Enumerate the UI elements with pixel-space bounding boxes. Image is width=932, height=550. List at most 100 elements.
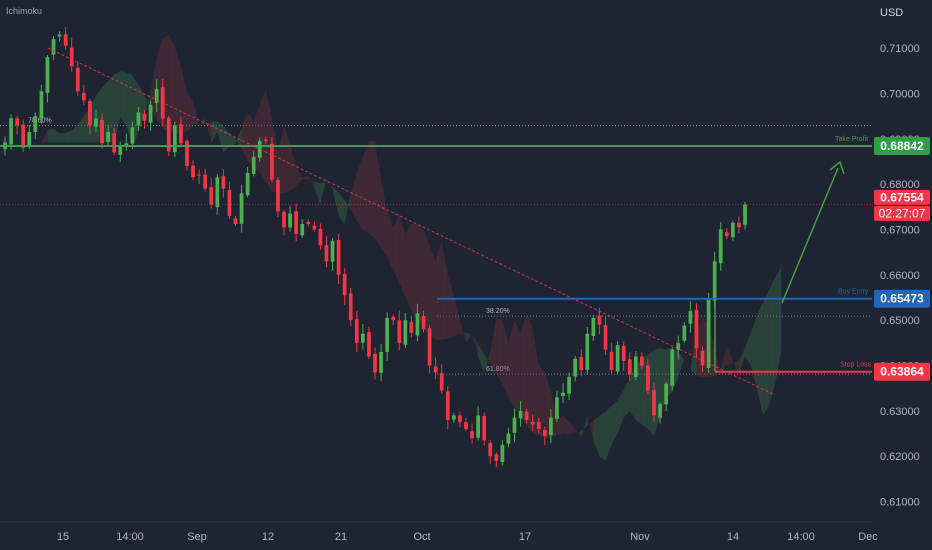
candle-body[interactable] — [421, 315, 426, 330]
candle-body[interactable] — [124, 143, 129, 147]
candle-body[interactable] — [69, 47, 74, 67]
candle-body[interactable] — [51, 39, 56, 55]
candle-body[interactable] — [524, 411, 529, 420]
candle-body[interactable] — [646, 365, 650, 391]
candle-body[interactable] — [451, 415, 456, 420]
candle-body[interactable] — [288, 213, 292, 228]
candle-body[interactable] — [579, 356, 584, 371]
candle-body[interactable] — [57, 34, 62, 37]
candle-body[interactable] — [21, 124, 26, 148]
candle-body[interactable] — [488, 442, 493, 457]
candle-body[interactable] — [166, 118, 171, 152]
candle-body[interactable] — [191, 165, 195, 178]
candle-body[interactable] — [664, 383, 669, 405]
candle-body[interactable] — [615, 345, 620, 372]
candle-body[interactable] — [561, 392, 565, 397]
candle-body[interactable] — [573, 358, 578, 377]
candle-body[interactable] — [470, 431, 474, 439]
candle-body[interactable] — [294, 211, 299, 235]
candle-body[interactable] — [15, 118, 20, 126]
candle-body[interactable] — [737, 222, 741, 228]
candle-body[interactable] — [621, 345, 626, 362]
candle-body[interactable] — [172, 125, 177, 153]
candle-body[interactable] — [88, 101, 92, 126]
candle-body[interactable] — [397, 320, 402, 343]
candle-body[interactable] — [682, 325, 687, 341]
candle-body[interactable] — [445, 391, 450, 420]
candle-body[interactable] — [415, 313, 420, 336]
candle-body[interactable] — [512, 417, 517, 433]
candle-body[interactable] — [360, 333, 365, 343]
candle-body[interactable] — [324, 245, 329, 262]
candle-body[interactable] — [391, 316, 396, 321]
candle-body[interactable] — [640, 356, 644, 366]
candle-body[interactable] — [270, 143, 274, 180]
candle-body[interactable] — [724, 232, 729, 237]
candle-body[interactable] — [233, 218, 238, 225]
candle-body[interactable] — [179, 124, 183, 144]
candle-body[interactable] — [33, 116, 38, 132]
candle-body[interactable] — [536, 421, 541, 430]
candle-body[interactable] — [700, 350, 705, 366]
candle-body[interactable] — [227, 190, 232, 216]
candle-body[interactable] — [154, 88, 159, 103]
candle-body[interactable] — [367, 332, 371, 357]
candle-body[interactable] — [743, 204, 747, 225]
candle-body[interactable] — [148, 104, 153, 123]
candle-body[interactable] — [136, 112, 141, 126]
candle-body[interactable] — [373, 353, 377, 373]
candle-body[interactable] — [603, 324, 608, 350]
candle-body[interactable] — [506, 433, 511, 444]
candle-body[interactable] — [300, 224, 305, 236]
candle-body[interactable] — [476, 415, 480, 438]
candle-body[interactable] — [81, 93, 86, 101]
candle-body[interactable] — [312, 225, 317, 230]
candle-body[interactable] — [348, 293, 353, 321]
candle-body[interactable] — [45, 57, 50, 93]
candle-body[interactable] — [591, 317, 596, 337]
candle-body[interactable] — [209, 187, 214, 205]
candle-body[interactable] — [627, 359, 632, 375]
candle-body[interactable] — [385, 317, 390, 352]
candle-body[interactable] — [500, 444, 505, 462]
candle-body[interactable] — [342, 273, 347, 296]
candle-body[interactable] — [427, 328, 432, 366]
candle-body[interactable] — [567, 376, 571, 394]
candle-body[interactable] — [215, 177, 220, 208]
candle-body[interactable] — [221, 176, 226, 189]
candle-body[interactable] — [403, 320, 408, 345]
candle-body[interactable] — [549, 417, 553, 436]
candle-body[interactable] — [458, 415, 462, 423]
candle-body[interactable] — [276, 180, 280, 212]
candle-body[interactable] — [118, 146, 123, 155]
candle-body[interactable] — [670, 349, 675, 386]
candle-body[interactable] — [658, 404, 662, 418]
candle-body[interactable] — [257, 141, 262, 158]
candle-body[interactable] — [633, 356, 638, 378]
candle-body[interactable] — [142, 113, 147, 121]
candle-body[interactable] — [63, 34, 68, 46]
candle-body[interactable] — [530, 421, 535, 425]
candle-body[interactable] — [112, 133, 117, 153]
candle-body[interactable] — [106, 131, 110, 142]
candle-body[interactable] — [706, 299, 711, 368]
candle-body[interactable] — [433, 366, 438, 373]
candle-body[interactable] — [542, 430, 547, 436]
candle-body[interactable] — [482, 415, 487, 441]
candle-body[interactable] — [185, 140, 189, 166]
candle-body[interactable] — [494, 454, 499, 461]
candle-body[interactable] — [75, 67, 80, 92]
candle-body[interactable] — [130, 127, 135, 144]
candle-body[interactable] — [263, 139, 268, 142]
candle-body[interactable] — [318, 228, 323, 246]
candle-body[interactable] — [203, 174, 208, 189]
candle-body[interactable] — [585, 333, 590, 370]
candle-body[interactable] — [676, 342, 681, 351]
candle-body[interactable] — [100, 119, 104, 144]
candle-body[interactable] — [718, 229, 723, 264]
candle-body[interactable] — [439, 372, 444, 391]
candle-body[interactable] — [379, 351, 383, 373]
candle-body[interactable] — [245, 172, 250, 196]
candle-body[interactable] — [730, 222, 735, 238]
